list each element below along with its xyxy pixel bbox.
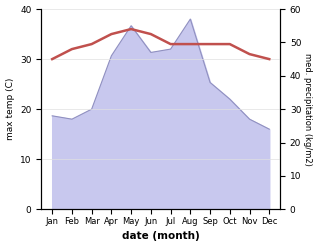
- X-axis label: date (month): date (month): [122, 231, 200, 242]
- Y-axis label: med. precipitation (kg/m2): med. precipitation (kg/m2): [303, 53, 313, 165]
- Y-axis label: max temp (C): max temp (C): [5, 78, 15, 140]
